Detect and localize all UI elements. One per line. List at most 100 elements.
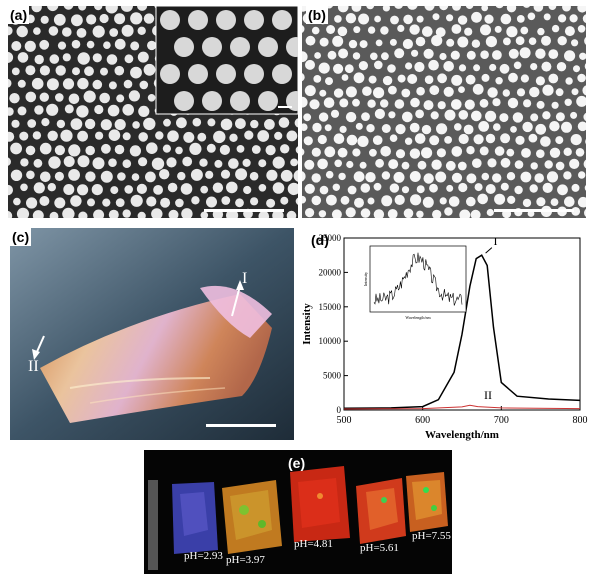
sem-particle bbox=[520, 171, 532, 183]
sem-particle bbox=[345, 111, 357, 123]
sem-particle bbox=[108, 158, 117, 167]
sem-particle bbox=[77, 77, 89, 90]
sem-particle bbox=[77, 130, 88, 142]
sem-particle bbox=[443, 61, 454, 72]
sem-particle bbox=[487, 158, 497, 168]
sem-particle bbox=[571, 88, 579, 96]
sem-particle bbox=[302, 51, 308, 63]
sem-particle bbox=[536, 197, 546, 207]
sem-particle bbox=[114, 38, 126, 50]
sem-particle bbox=[432, 13, 440, 21]
sem-particle bbox=[503, 37, 511, 46]
sem-inset-particle bbox=[286, 37, 298, 57]
sem-particle bbox=[421, 124, 432, 135]
sem-particle bbox=[458, 182, 468, 193]
sem-inset-particle bbox=[216, 10, 236, 30]
sem-particle bbox=[243, 185, 252, 195]
sem-inset-particle bbox=[258, 91, 278, 111]
sem-particle bbox=[436, 148, 446, 158]
sem-particle bbox=[584, 208, 586, 217]
sem-particle bbox=[318, 112, 329, 122]
sem-particle bbox=[429, 135, 440, 146]
sem-particle bbox=[76, 105, 89, 118]
sem-particle bbox=[351, 6, 362, 12]
sem-particle bbox=[373, 209, 385, 218]
sem-particle bbox=[295, 197, 298, 205]
sem-particle bbox=[83, 90, 96, 103]
sem-particle bbox=[535, 76, 545, 86]
sem-particle bbox=[62, 207, 75, 218]
sem-particle bbox=[100, 67, 108, 76]
sem-particle bbox=[499, 113, 509, 123]
sem-particle bbox=[92, 157, 105, 170]
sem-particle bbox=[416, 15, 424, 23]
sem-particle bbox=[340, 195, 350, 205]
sem-particle bbox=[48, 156, 61, 169]
y-tick-label: 20000 bbox=[319, 267, 342, 277]
sem-particle bbox=[558, 14, 567, 23]
sem-particle bbox=[500, 182, 509, 191]
sem-particle bbox=[272, 156, 285, 169]
sem-particle bbox=[280, 144, 290, 154]
sem-particle bbox=[199, 158, 208, 167]
sem-particle bbox=[26, 170, 35, 180]
sem-particle bbox=[117, 172, 126, 181]
ph-label: pH=4.81 bbox=[294, 538, 333, 550]
sem-particle bbox=[510, 126, 517, 133]
sem-particle bbox=[508, 48, 519, 59]
sem-particle bbox=[520, 26, 529, 35]
sem-particle bbox=[272, 182, 285, 194]
sem-particle bbox=[54, 197, 66, 209]
sem-particle bbox=[489, 63, 497, 72]
sem-particle bbox=[570, 111, 578, 119]
sem-particle bbox=[530, 63, 538, 71]
sem-particle bbox=[451, 146, 463, 157]
sem-particle bbox=[229, 133, 238, 142]
sem-particle bbox=[487, 87, 498, 98]
sem-particle bbox=[124, 54, 134, 64]
sem-particle bbox=[200, 211, 209, 218]
sem-particle bbox=[25, 145, 36, 156]
film-photo-drawing bbox=[10, 228, 294, 440]
sem-particle bbox=[258, 159, 267, 168]
sem-particle bbox=[514, 160, 524, 169]
sem-particle bbox=[143, 63, 156, 76]
sem-particle bbox=[500, 157, 511, 168]
sem-particle bbox=[570, 134, 582, 146]
sem-particle bbox=[167, 182, 178, 193]
sem-particle bbox=[337, 147, 348, 158]
sem-particle bbox=[294, 118, 298, 128]
sem-particle bbox=[10, 169, 23, 181]
sem-particle bbox=[327, 50, 337, 60]
sem-particle bbox=[138, 105, 150, 117]
sem-particle bbox=[68, 93, 80, 105]
sem-particle bbox=[116, 94, 125, 103]
sem-particle bbox=[451, 24, 462, 34]
sem-particle bbox=[564, 50, 576, 62]
ph-samples-photo: pH=2.93 pH=3.97 pH=4.81 pH=5.61 pH=7.55 bbox=[144, 450, 452, 574]
sem-particle bbox=[393, 171, 405, 183]
sem-particle bbox=[32, 131, 42, 140]
sem-particle bbox=[499, 63, 510, 74]
film-marker-I: I bbox=[242, 270, 248, 287]
sem-particle bbox=[295, 146, 298, 154]
sem-particle bbox=[381, 195, 393, 207]
sem-particle bbox=[529, 86, 540, 98]
sem-particle bbox=[304, 183, 315, 194]
sem-particle bbox=[334, 15, 342, 23]
sem-particle bbox=[114, 13, 126, 25]
sem-particle bbox=[584, 63, 586, 70]
sem-particle bbox=[459, 209, 471, 218]
sem-particle bbox=[39, 39, 50, 50]
sem-particle bbox=[481, 172, 490, 181]
sem-particle bbox=[100, 170, 113, 183]
sem-particle bbox=[404, 137, 413, 145]
sem-particle bbox=[181, 208, 193, 218]
sem-particle bbox=[54, 145, 65, 156]
sem-particle bbox=[55, 65, 66, 76]
sem-particle bbox=[71, 14, 83, 27]
sem-particle bbox=[228, 158, 239, 169]
sem-particle bbox=[130, 66, 142, 79]
sem-particle bbox=[564, 196, 575, 207]
sem-particle bbox=[302, 171, 306, 182]
